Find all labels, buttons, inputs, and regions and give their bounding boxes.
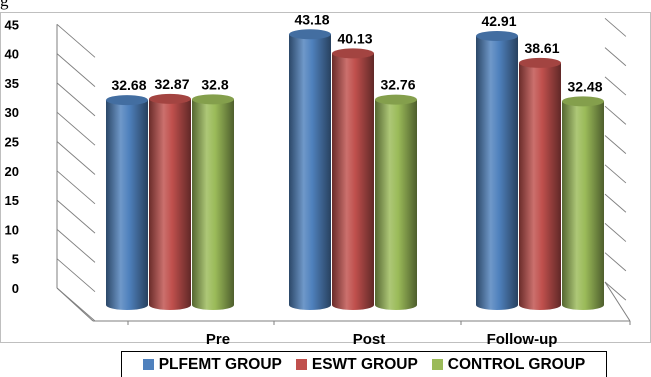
y-tick-label: 35 xyxy=(5,76,19,91)
bar-body xyxy=(562,101,604,310)
y-tick-label: 15 xyxy=(5,193,19,208)
bar-top xyxy=(192,94,234,105)
bar-body xyxy=(519,62,561,310)
y-tick-label: 10 xyxy=(5,222,19,237)
legend-swatch xyxy=(295,359,307,370)
data-label: 32.76 xyxy=(380,77,415,93)
gridline-depth xyxy=(56,111,96,146)
x-tick-label: Post xyxy=(353,331,386,348)
clipped-caption-text: g xyxy=(0,0,9,10)
data-label: 32.48 xyxy=(567,78,602,94)
bar-top xyxy=(149,93,191,104)
bar-body xyxy=(476,35,518,311)
floor-edge-left xyxy=(56,287,94,322)
gridline-right xyxy=(604,252,627,272)
data-label: 42.91 xyxy=(481,13,516,29)
gridline-depth xyxy=(56,82,96,117)
bar-top xyxy=(332,48,374,59)
y-tick-label: 20 xyxy=(5,164,19,179)
bar-body xyxy=(332,53,374,311)
gridline-right xyxy=(604,17,627,37)
bar-body xyxy=(192,99,234,311)
data-label: 32.8 xyxy=(201,76,228,92)
y-tick-label: 0 xyxy=(12,281,19,296)
x-tick-label: Follow-up xyxy=(487,331,558,348)
bar xyxy=(476,30,518,311)
gridline-depth xyxy=(56,170,96,205)
bar xyxy=(149,93,191,310)
bar-top xyxy=(289,29,331,40)
bar xyxy=(192,94,234,311)
bar xyxy=(562,96,604,310)
y-tick-label: 30 xyxy=(5,105,19,120)
legend-label: ESWT GROUP xyxy=(311,355,418,373)
legend-swatch xyxy=(142,359,154,370)
bar-top xyxy=(519,57,561,68)
chart-legend: PLFEMT GROUP ESWT GROUP CONTROL GROUP xyxy=(121,351,607,377)
gridline-depth xyxy=(56,199,96,234)
gridline-right xyxy=(604,164,627,184)
legend-item: ESWT GROUP xyxy=(295,355,418,374)
legend-label: CONTROL GROUP xyxy=(447,355,586,373)
bar xyxy=(332,48,374,311)
legend-swatch xyxy=(431,359,443,370)
bar xyxy=(106,95,148,310)
gridline-depth xyxy=(56,258,96,293)
gridline-right xyxy=(604,76,627,96)
legend-item: CONTROL GROUP xyxy=(431,355,586,374)
gridline-depth xyxy=(56,229,96,263)
data-label: 40.13 xyxy=(337,30,372,46)
y-tick-label: 5 xyxy=(12,252,19,267)
gridline-right xyxy=(604,135,627,154)
gridline-depth xyxy=(56,141,96,175)
data-label: 32.87 xyxy=(154,76,189,92)
legend-label: PLFEMT GROUP xyxy=(158,355,282,373)
floor-edge-right xyxy=(604,281,631,322)
data-label: 43.18 xyxy=(294,11,329,27)
bar-body xyxy=(375,99,417,310)
x-tick-label: Pre xyxy=(206,331,230,348)
data-label: 32.68 xyxy=(111,77,146,93)
gridline-right xyxy=(604,193,627,213)
y-tick-label: 40 xyxy=(5,47,19,62)
bar xyxy=(375,94,417,310)
gridline-depth xyxy=(56,53,96,87)
bar-top xyxy=(476,30,518,41)
bar-top xyxy=(106,95,148,106)
bar-body xyxy=(289,34,331,310)
y-tick-label: 45 xyxy=(5,17,19,32)
bar-body xyxy=(149,98,191,310)
gridline-depth xyxy=(56,23,96,58)
gridline-right xyxy=(604,105,627,125)
gridline-right xyxy=(604,223,627,242)
bar-top xyxy=(375,94,417,105)
bar xyxy=(289,29,331,310)
bar-top xyxy=(562,96,604,107)
gridline-right xyxy=(604,281,627,301)
y-tick-label: 25 xyxy=(5,135,19,150)
legend-item: PLFEMT GROUP xyxy=(142,355,282,374)
gridline-right xyxy=(604,47,627,67)
bar xyxy=(519,57,561,310)
bar-body xyxy=(106,100,148,310)
data-label: 38.61 xyxy=(524,40,559,56)
